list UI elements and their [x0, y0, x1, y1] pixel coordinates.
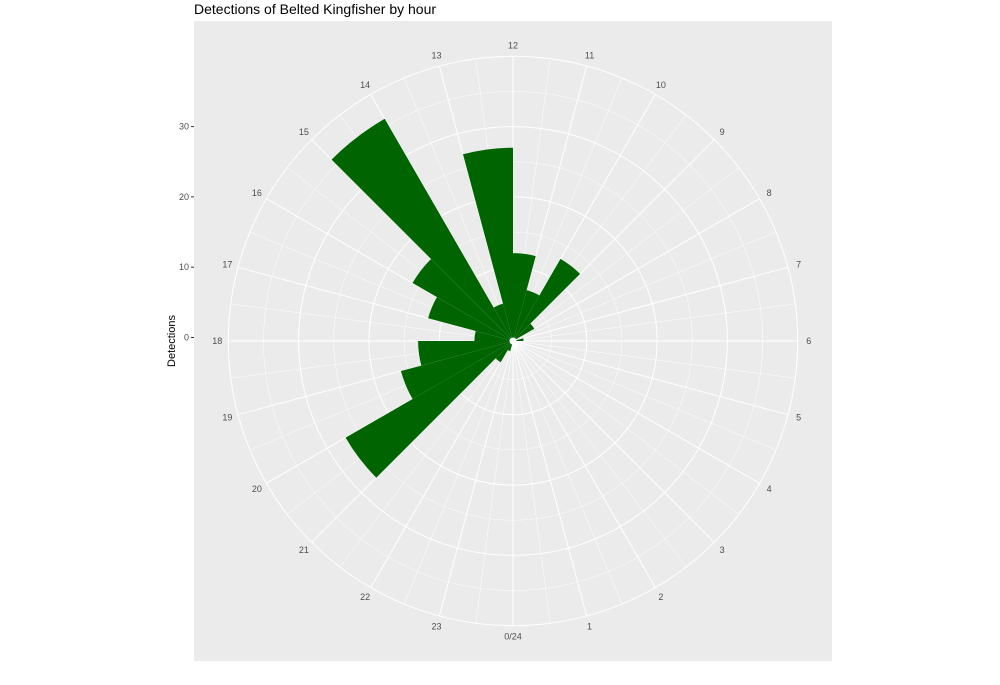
bar	[507, 344, 513, 352]
bar	[493, 303, 513, 338]
grid-spoke-minor	[475, 340, 514, 624]
hour-label: 15	[299, 127, 309, 137]
hour-label: 21	[299, 545, 309, 555]
hour-label: 11	[585, 50, 594, 60]
grid-spoke-major	[512, 139, 715, 342]
y-tick-label: 0	[184, 333, 189, 343]
grid-spoke-major	[438, 340, 514, 617]
grid-spoke-major	[370, 340, 514, 588]
hour-label: 14	[360, 80, 370, 90]
hour-label: 18	[212, 336, 222, 346]
hour-label: 13	[431, 50, 441, 60]
y-tick-label: 20	[179, 192, 189, 202]
grid-spoke-major	[512, 340, 715, 543]
bar	[513, 253, 536, 338]
hour-label: 4	[767, 484, 772, 494]
hour-label: 20	[252, 484, 262, 494]
bar	[400, 341, 510, 399]
grid-spoke-minor	[512, 167, 740, 342]
bar	[495, 343, 512, 363]
grid-spoke-minor	[339, 340, 514, 568]
hour-labels: 0/24123456789101112131415161718192021222…	[212, 40, 811, 641]
bar	[474, 330, 510, 341]
bar	[514, 258, 581, 339]
bar	[428, 297, 510, 341]
y-tick-label: 10	[179, 262, 189, 272]
hour-label: 7	[796, 259, 801, 269]
grid-spoke-major	[512, 340, 588, 617]
bar	[345, 342, 511, 478]
hour-label: 8	[767, 188, 772, 198]
grid-spoke-minor	[512, 231, 777, 342]
grid-spoke-minor	[512, 340, 623, 605]
bar	[331, 118, 512, 339]
grid-spoke-minor	[403, 340, 514, 605]
bar	[412, 258, 511, 340]
grid-spoke-minor	[512, 340, 740, 515]
grid-spoke-major	[512, 340, 789, 416]
chart-title: Detections of Belted Kingfisher by hour	[194, 1, 437, 17]
grid-spoke-minor	[512, 340, 796, 379]
grid-spoke-major	[512, 198, 760, 342]
hour-label: 19	[222, 413, 232, 423]
hour-label: 5	[796, 413, 801, 423]
grid-spoke-minor	[512, 303, 796, 342]
y-axis-title: Detections	[166, 315, 178, 367]
grid-spoke-minor	[403, 77, 514, 342]
grid-spoke-minor	[230, 303, 514, 342]
hour-label: 17	[222, 259, 232, 269]
hour-label: 0/24	[504, 632, 522, 642]
hour-label: 23	[431, 622, 441, 632]
grid-spoke-major	[512, 340, 656, 588]
y-axis: 0 10 20 30	[179, 122, 194, 343]
hour-label: 3	[720, 545, 725, 555]
hour-label: 6	[806, 336, 811, 346]
bar	[516, 338, 524, 341]
grid-spoke-major	[512, 340, 760, 484]
bar	[418, 341, 510, 366]
hour-label: 2	[658, 592, 663, 602]
bars	[331, 118, 581, 478]
grid-spoke-major	[512, 266, 789, 342]
hour-label: 9	[720, 127, 725, 137]
hour-label: 12	[508, 40, 518, 50]
bar	[513, 290, 540, 338]
hour-label: 22	[360, 592, 370, 602]
grid	[227, 55, 799, 627]
hour-label: 16	[252, 188, 262, 198]
hour-label: 10	[656, 80, 666, 90]
grid-spoke-minor	[512, 340, 687, 568]
bar	[515, 323, 535, 340]
grid-spoke-minor	[512, 340, 551, 624]
y-tick-label: 30	[179, 122, 189, 132]
grid-spoke-minor	[512, 340, 777, 451]
bar	[462, 147, 513, 338]
hour-label: 1	[587, 622, 592, 632]
